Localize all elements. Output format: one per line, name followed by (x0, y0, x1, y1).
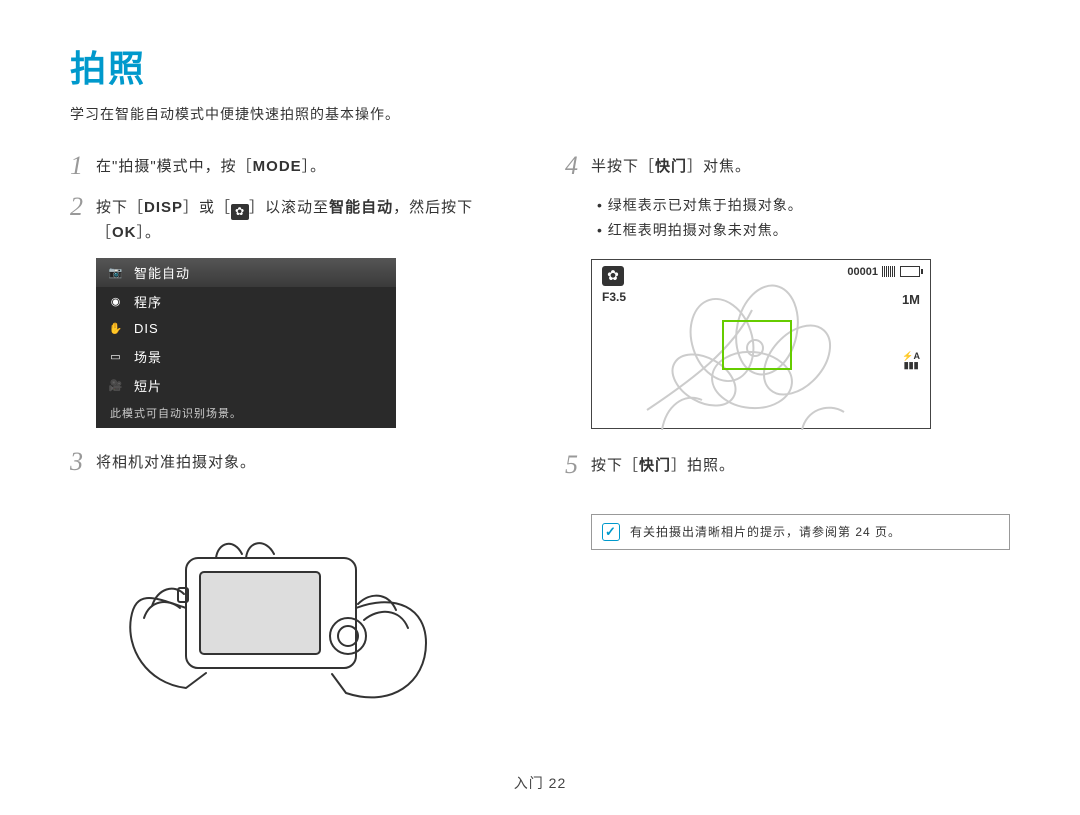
step-number: 1 (70, 152, 96, 181)
step-text: 在"拍摄"模式中，按［MODE］。 (96, 152, 326, 180)
page-footer: 入门 22 (0, 773, 1080, 793)
shutter-key: 快门 (639, 457, 671, 474)
text-frag: 在"拍摄"模式中，按［ (96, 158, 253, 175)
right-column: 4 半按下［快门］对焦。 绿框表示已对焦于拍摄对象。 红框表明拍摄对象未对焦。 (565, 152, 1010, 728)
step-number: 5 (565, 451, 591, 480)
left-column: 1 在"拍摄"模式中，按［MODE］。 2 按下［DISP］或［✿］以滚动至智能… (70, 152, 515, 728)
text-frag: 按下［ (96, 199, 144, 216)
lcd-preview: ✿ F3.5 00001 1M ⚡A ▮▮▮ (591, 259, 931, 429)
menu-item[interactable]: 🎥 短片 (96, 371, 396, 400)
page-title: 拍照 (70, 40, 1010, 92)
smart-auto-label: 智能自动 (329, 199, 393, 216)
section-name: 入门 (514, 775, 544, 791)
image-size-indicator: 1M (902, 292, 920, 307)
macro-mode-icon: ✿ (602, 266, 624, 286)
step-text: 将相机对准拍摄对象。 (96, 448, 256, 476)
mode-key: MODE (253, 158, 302, 175)
flash-bars: ▮▮▮ (902, 361, 920, 370)
note-icon: ✓ (602, 523, 620, 541)
lcd-status-bar: 00001 (847, 266, 920, 278)
tip-text: 有关拍摄出清晰相片的提示，请参阅第 24 页。 (630, 523, 901, 540)
bullet-red: 红框表明拍摄对象未对焦。 (597, 218, 1010, 243)
text-frag: ］。 (302, 158, 327, 175)
storage-icon (882, 266, 896, 277)
step-number: 2 (70, 193, 96, 222)
menu-item-label: DIS (134, 321, 159, 336)
step-text: 按下［DISP］或［✿］以滚动至智能自动，然后按下［OK］。 (96, 193, 515, 246)
page-subtitle: 学习在智能自动模式中便捷快速拍照的基本操作。 (70, 104, 1010, 124)
menu-item-label: 程序 (134, 292, 162, 311)
step-1: 1 在"拍摄"模式中，按［MODE］。 (70, 152, 515, 181)
camera-hold-illustration (96, 488, 436, 728)
disp-key: DISP (144, 199, 183, 216)
step-4: 4 半按下［快门］对焦。 (565, 152, 1010, 181)
step-number: 4 (565, 152, 591, 181)
menu-item[interactable]: ✋ DIS (96, 316, 396, 342)
video-icon: 🎥 (106, 377, 126, 393)
step-text: 半按下［快门］对焦。 (591, 152, 751, 180)
menu-item-label: 场景 (134, 347, 162, 366)
menu-item[interactable]: 📷 智能自动 (96, 258, 396, 287)
scene-icon: ▭ (106, 348, 126, 364)
mode-menu-panel: 📷 智能自动 ◉ 程序 ✋ DIS ▭ 场景 🎥 短片 此模式可自动识别场景。 (96, 258, 396, 428)
focus-bullets: 绿框表示已对焦于拍摄对象。 红框表明拍摄对象未对焦。 (597, 193, 1010, 243)
step-text: 按下［快门］拍照。 (591, 451, 735, 479)
text-frag: ］拍照。 (671, 457, 735, 474)
text-frag: 半按下［ (591, 158, 655, 175)
shutter-key: 快门 (655, 158, 687, 175)
step-3: 3 将相机对准拍摄对象。 (70, 448, 515, 477)
ok-key: OK (112, 224, 137, 241)
battery-icon (900, 266, 920, 277)
aperture-value: F3.5 (602, 290, 626, 304)
step-5: 5 按下［快门］拍照。 (565, 451, 1010, 480)
text-frag: ］。 (137, 224, 162, 241)
flash-auto-indicator: ⚡A ▮▮▮ (902, 352, 920, 370)
menu-item-label: 短片 (134, 376, 162, 395)
text-frag: 按下［ (591, 457, 639, 474)
text-frag: ］以滚动至 (249, 199, 329, 216)
page-number: 22 (549, 775, 567, 791)
bullet-green: 绿框表示已对焦于拍摄对象。 (597, 193, 1010, 218)
camera-icon: 📷 (106, 264, 126, 280)
hand-icon: ✋ (106, 321, 126, 337)
focus-frame (722, 320, 792, 370)
tip-box: ✓ 有关拍摄出清晰相片的提示，请参阅第 24 页。 (591, 514, 1010, 550)
macro-icon: ✿ (231, 204, 249, 220)
shot-counter: 00001 (847, 266, 878, 278)
text-frag: ］或［ (183, 199, 231, 216)
menu-hint: 此模式可自动识别场景。 (96, 400, 396, 428)
menu-item[interactable]: ◉ 程序 (96, 287, 396, 316)
step-2: 2 按下［DISP］或［✿］以滚动至智能自动，然后按下［OK］。 (70, 193, 515, 246)
text-frag: ］对焦。 (687, 158, 751, 175)
step-number: 3 (70, 448, 96, 477)
menu-item[interactable]: ▭ 场景 (96, 342, 396, 371)
aperture-icon: ◉ (106, 293, 126, 309)
menu-item-label: 智能自动 (134, 263, 190, 282)
